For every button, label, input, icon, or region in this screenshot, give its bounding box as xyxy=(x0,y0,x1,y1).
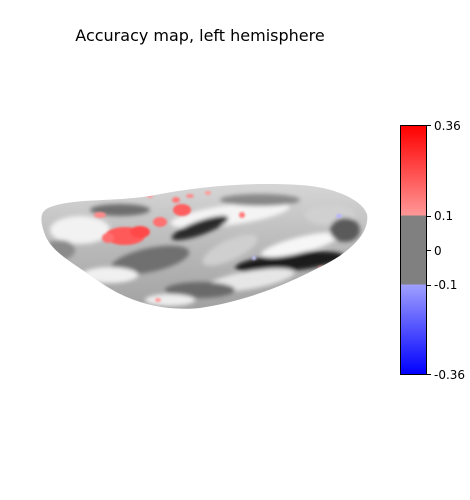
hemisphere xyxy=(30,170,390,330)
colorbar-tick-pos-threshold xyxy=(427,216,431,217)
colorbar xyxy=(400,125,427,375)
colorbar-label-pos-threshold: 0.1 xyxy=(434,209,453,223)
colorbar-label-min: -0.36 xyxy=(434,368,465,382)
colorbar-label-max: 0.36 xyxy=(434,119,461,133)
colorbar-tick-zero xyxy=(427,250,431,251)
colorbar-label-neg-threshold: -0.1 xyxy=(434,278,457,292)
colorbar-label-zero: 0 xyxy=(434,244,442,258)
colorbar-tick-min xyxy=(427,374,431,375)
colorbar-tick-max xyxy=(427,125,431,126)
colorbar-tick-neg-threshold xyxy=(427,285,431,286)
